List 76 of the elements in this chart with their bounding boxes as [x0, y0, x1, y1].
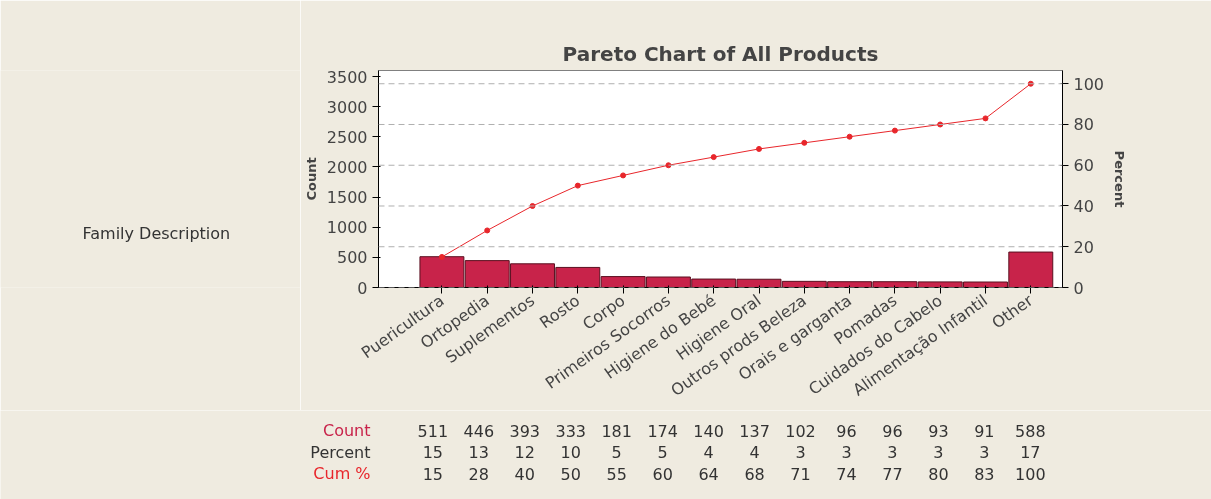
point — [756, 145, 762, 152]
data-label: 80 — [928, 464, 949, 484]
y2-tick-label: 100 — [1073, 74, 1105, 94]
point — [574, 182, 581, 189]
data-label: 511 — [417, 421, 449, 441]
point — [891, 127, 898, 134]
chart-title: Pareto Chart of All Products — [562, 41, 879, 66]
text: 5 — [657, 443, 668, 462]
text: Cum % — [313, 464, 371, 483]
y-tick-label: 3500 — [326, 67, 368, 87]
text: 3 — [979, 443, 990, 462]
data-label: 68 — [744, 464, 765, 484]
text: 4 — [703, 443, 714, 462]
text: 3 — [933, 443, 944, 462]
data-label: 55 — [606, 464, 627, 484]
data-label: 96 — [882, 421, 903, 441]
text: 3 — [841, 443, 852, 462]
y-tick-label: 0 — [357, 278, 368, 298]
text: 10 — [560, 443, 581, 462]
y2-tick-label: 0 — [1073, 278, 1084, 298]
text: 15 — [422, 443, 444, 462]
data-label: 64 — [698, 464, 719, 484]
point — [982, 115, 989, 122]
point — [846, 133, 853, 140]
data-label: 50 — [560, 464, 581, 484]
data-label: 96 — [836, 421, 857, 441]
text: 17 — [1020, 443, 1041, 462]
data-label: 181 — [601, 421, 632, 441]
y-axis-title: Count — [303, 157, 319, 201]
text: 3 — [795, 443, 806, 462]
y-tick-label: 1000 — [326, 218, 368, 238]
y2-tick-label: 20 — [1073, 237, 1094, 257]
point — [710, 154, 717, 161]
data-label: 28 — [468, 464, 489, 484]
text: Count — [322, 421, 371, 440]
y2-axis-title: Percent — [1112, 150, 1128, 208]
text: 3 — [887, 443, 898, 462]
y-tick-label: 2000 — [326, 157, 368, 177]
data-label: 102 — [785, 421, 816, 441]
data-label: 91 — [974, 421, 995, 441]
text: 13 — [468, 443, 489, 462]
text: Percent — [310, 442, 371, 462]
data-label: 15 — [422, 464, 444, 484]
data-label: 77 — [882, 464, 903, 484]
point — [438, 253, 445, 260]
data-label: 71 — [790, 464, 811, 484]
data-label: 333 — [555, 421, 586, 441]
data-label: 83 — [974, 464, 995, 484]
y-tick-label: 1500 — [326, 188, 368, 208]
y-tick-label: 2500 — [326, 127, 368, 147]
data-label: 140 — [693, 421, 724, 441]
text: 5 — [611, 443, 622, 462]
y-tick-label: 3000 — [326, 97, 368, 117]
text: 4 — [749, 443, 760, 462]
text: Family Description — [82, 224, 231, 244]
data-label: 40 — [514, 464, 535, 484]
point — [484, 227, 491, 234]
point — [1027, 80, 1034, 87]
data-label: 60 — [652, 464, 673, 484]
point — [801, 139, 808, 146]
point — [665, 162, 672, 169]
text: 12 — [514, 443, 535, 462]
data-label: 100 — [1015, 464, 1046, 484]
data-label: 393 — [509, 421, 541, 441]
y2-tick-label: 80 — [1073, 115, 1094, 135]
data-label: 174 — [647, 421, 678, 441]
data-label: 93 — [928, 421, 949, 441]
y2-tick-label: 60 — [1073, 156, 1094, 176]
point — [937, 121, 944, 128]
point — [620, 172, 627, 179]
data-label: 446 — [463, 421, 495, 441]
y-tick-label: 500 — [336, 248, 368, 268]
y2-tick-label: 40 — [1073, 197, 1094, 216]
data-label: 588 — [1015, 421, 1046, 441]
data-label: 137 — [739, 421, 770, 441]
data-label: 74 — [836, 464, 857, 484]
